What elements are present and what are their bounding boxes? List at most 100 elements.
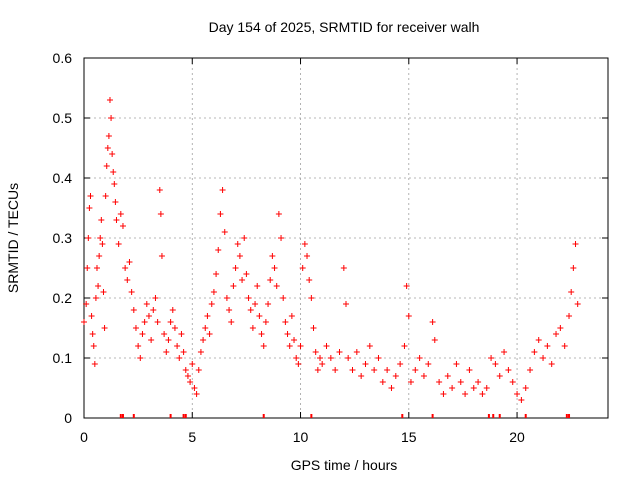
data-point	[167, 319, 174, 325]
y-tick-label: 0.4	[53, 170, 73, 186]
x-tick-label: 15	[401, 429, 417, 445]
data-point	[262, 319, 269, 325]
data-point	[457, 379, 464, 385]
data-point	[100, 289, 107, 295]
data-point	[232, 265, 239, 271]
data-point	[148, 337, 155, 343]
data-point	[548, 361, 555, 367]
data-point	[496, 373, 503, 379]
data-point	[202, 325, 209, 331]
data-point	[425, 361, 432, 367]
data-point	[206, 331, 213, 337]
data-point	[217, 211, 224, 217]
data-point	[241, 235, 248, 241]
rug-marks	[119, 414, 571, 418]
data-point	[137, 355, 144, 361]
data-point	[158, 253, 165, 259]
data-point	[98, 217, 105, 223]
data-point	[150, 307, 157, 313]
data-point	[180, 349, 187, 355]
data-point	[157, 211, 164, 217]
data-point	[483, 385, 490, 391]
data-point	[271, 265, 278, 271]
data-point	[152, 295, 159, 301]
data-point	[280, 295, 287, 301]
x-tick-label: 0	[80, 429, 88, 445]
data-point	[431, 337, 438, 343]
y-tick-label: 0.5	[53, 110, 73, 126]
data-point	[488, 355, 495, 361]
data-point	[466, 367, 473, 373]
data-point	[416, 355, 423, 361]
data-point	[86, 205, 93, 211]
data-point	[200, 337, 207, 343]
data-point	[544, 343, 551, 349]
data-point	[132, 325, 139, 331]
data-point	[101, 325, 108, 331]
data-point	[527, 367, 534, 373]
data-point	[122, 265, 129, 271]
chart-title: Day 154 of 2025, SRMTID for receiver wal…	[209, 19, 480, 35]
data-point	[269, 253, 276, 259]
data-point	[156, 187, 163, 193]
data-point	[191, 385, 198, 391]
data-point	[358, 373, 365, 379]
data-point	[184, 373, 191, 379]
data-point	[87, 193, 94, 199]
data-point	[345, 355, 352, 361]
data-point	[306, 277, 313, 283]
y-tick-label: 0.2	[53, 290, 73, 306]
data-point	[110, 169, 117, 175]
data-point	[336, 349, 343, 355]
data-point	[112, 199, 119, 205]
data-point	[323, 343, 330, 349]
data-point	[314, 367, 321, 373]
data-point	[275, 211, 282, 217]
data-point	[444, 373, 451, 379]
data-point	[117, 211, 124, 217]
data-point	[514, 391, 521, 397]
data-point	[88, 313, 95, 319]
data-point	[245, 295, 252, 301]
data-point	[228, 319, 235, 325]
data-point	[340, 265, 347, 271]
data-point	[85, 235, 92, 241]
data-point	[111, 181, 118, 187]
data-point	[453, 361, 460, 367]
data-point	[236, 253, 243, 259]
data-point	[210, 289, 217, 295]
y-tick-label: 0.3	[53, 230, 73, 246]
data-point	[286, 343, 293, 349]
data-point	[95, 283, 102, 289]
data-point	[317, 355, 324, 361]
data-point	[219, 187, 226, 193]
data-point	[349, 367, 356, 373]
data-point	[204, 313, 211, 319]
data-point	[535, 337, 542, 343]
x-axis-label: GPS time / hours	[291, 457, 398, 473]
data-point	[293, 355, 300, 361]
data-point	[103, 163, 110, 169]
y-tick-label: 0.6	[53, 50, 73, 66]
data-point	[265, 301, 272, 307]
data-point	[570, 265, 577, 271]
data-point	[135, 343, 142, 349]
data-point	[174, 343, 181, 349]
data-point	[397, 361, 404, 367]
data-point	[366, 343, 373, 349]
data-point	[375, 355, 382, 361]
data-point	[297, 343, 304, 349]
data-point	[295, 361, 302, 367]
data-point	[301, 241, 308, 247]
data-point	[145, 313, 152, 319]
data-point	[96, 253, 103, 259]
axis-ticks: 0 0.1 0.2 0.3 0.4 0.5 0.6 0 5 10 15 20	[53, 50, 608, 445]
data-point	[171, 325, 178, 331]
data-points	[81, 97, 581, 403]
data-point	[304, 253, 311, 259]
data-point	[176, 355, 183, 361]
data-point	[291, 337, 298, 343]
data-point	[470, 385, 477, 391]
grid-lines	[84, 58, 608, 418]
